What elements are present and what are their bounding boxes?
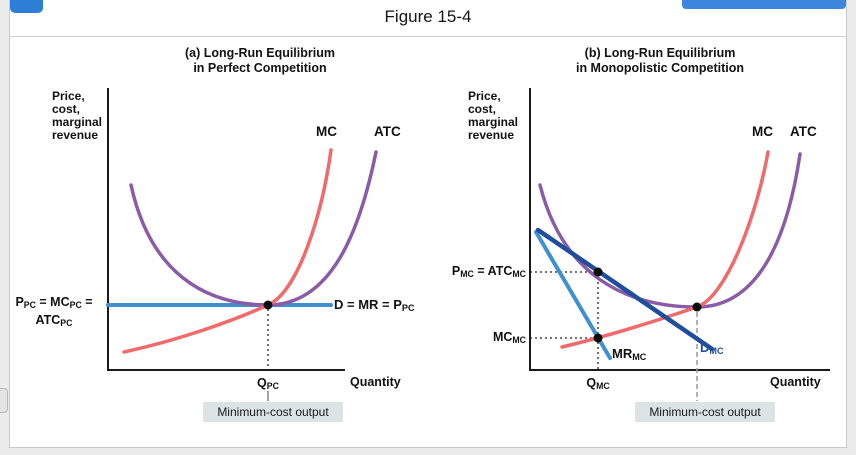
price-a-mc-sub: PC [69, 300, 82, 310]
panel-a-title-line1: (a) Long-Run Equilibrium [185, 46, 335, 60]
left-edge-button-fragment[interactable] [0, 388, 8, 413]
tangency-dot-b [593, 267, 603, 277]
min-cost-output-box-a: Minimum-cost output [203, 402, 343, 422]
mr-mc-dot-b [593, 333, 603, 343]
panel-a-title-line2: in Perfect Competition [193, 61, 327, 75]
dmc-sub: MC [709, 346, 724, 356]
panel-b-title-line2: in Monopolistic Competition [575, 61, 745, 75]
pmc-atc-sub: MC [512, 269, 526, 279]
price-axis-label-a: PPC = MCPC = ATCPC [4, 295, 104, 331]
atc-min-dot-b [692, 302, 702, 312]
price-axis-label-a-line2: ATCPC [4, 313, 104, 331]
mr-sub: MC [632, 352, 647, 362]
figure-top-border [10, 36, 846, 37]
figure-title: Figure 15-4 [384, 7, 472, 26]
axes-panel-a [107, 88, 345, 371]
atc-curve-a [129, 150, 378, 307]
mr-curve-label-b: MRMC [612, 346, 646, 365]
panel-b-title: (b) Long-Run Equilibrium in Monopolistic… [520, 46, 800, 76]
pmc-atc: = ATC [473, 264, 513, 278]
mc-curve-a [122, 148, 333, 354]
mc-curve-label-a: MC [316, 124, 337, 139]
x-axis-label-a: Quantity [350, 375, 401, 389]
mr-main: MR [612, 346, 633, 361]
price-a-eq: = [81, 295, 93, 309]
demand-mr-label-sub: PC [401, 303, 415, 313]
pmc-p: P [451, 264, 461, 278]
figure-card [9, 0, 847, 448]
atc-curve-b [538, 152, 802, 309]
pmc-p-sub: MC [460, 269, 474, 279]
price-a-atc-sub: PC [60, 318, 73, 328]
demand-mr-label-main: D = MR = P [334, 297, 402, 312]
axes-panel-b [529, 88, 830, 371]
panel-b-title-line1: (b) Long-Run Equilibrium [584, 46, 736, 60]
mc-curve-label-b: MC [752, 124, 773, 139]
x-axis-label-b: Quantity [770, 375, 821, 389]
qmc-tick-label: QMC [580, 376, 616, 394]
demand-curve-label-b: DMC [700, 340, 724, 359]
atc-curve-label-a: ATC [374, 124, 401, 139]
mcmc-label: MCMC [458, 330, 526, 348]
price-a-atc: ATC [35, 313, 61, 327]
panel-b-y-axis-label: Price, cost, marginal revenue [468, 89, 519, 142]
top-right-bar-fragment[interactable] [682, 0, 846, 9]
equilibrium-dot-a [263, 300, 273, 310]
qmc-main: Q [586, 376, 597, 390]
demand-mr-label-a: D = MR = PPC [334, 297, 415, 316]
atc-curve-label-b: ATC [790, 124, 817, 139]
price-a-p-sub: PC [23, 300, 36, 310]
qpc-tick-label: QPC [250, 376, 286, 394]
pmc-atc-label: PMC = ATCMC [428, 264, 526, 282]
price-a-p: P [15, 295, 24, 309]
price-axis-label-a-line1: PPC = MCPC = [4, 295, 104, 313]
mcmc-sub: MC [512, 335, 526, 345]
panel-a-title: (a) Long-Run Equilibrium in Perfect Comp… [120, 46, 400, 76]
panel-a-y-axis-label: Price, cost, marginal revenue [52, 89, 103, 142]
price-a-mc: = MC [35, 295, 70, 309]
top-left-button-fragment[interactable] [10, 0, 43, 13]
min-cost-output-box-b: Minimum-cost output [635, 402, 775, 422]
demand-curve-b [535, 227, 715, 352]
mcmc-main: MC [492, 330, 513, 344]
dmc-main: D [700, 340, 710, 355]
qpc-main: Q [257, 376, 267, 390]
qpc-sub: PC [266, 381, 279, 391]
qmc-sub: MC [596, 381, 610, 391]
